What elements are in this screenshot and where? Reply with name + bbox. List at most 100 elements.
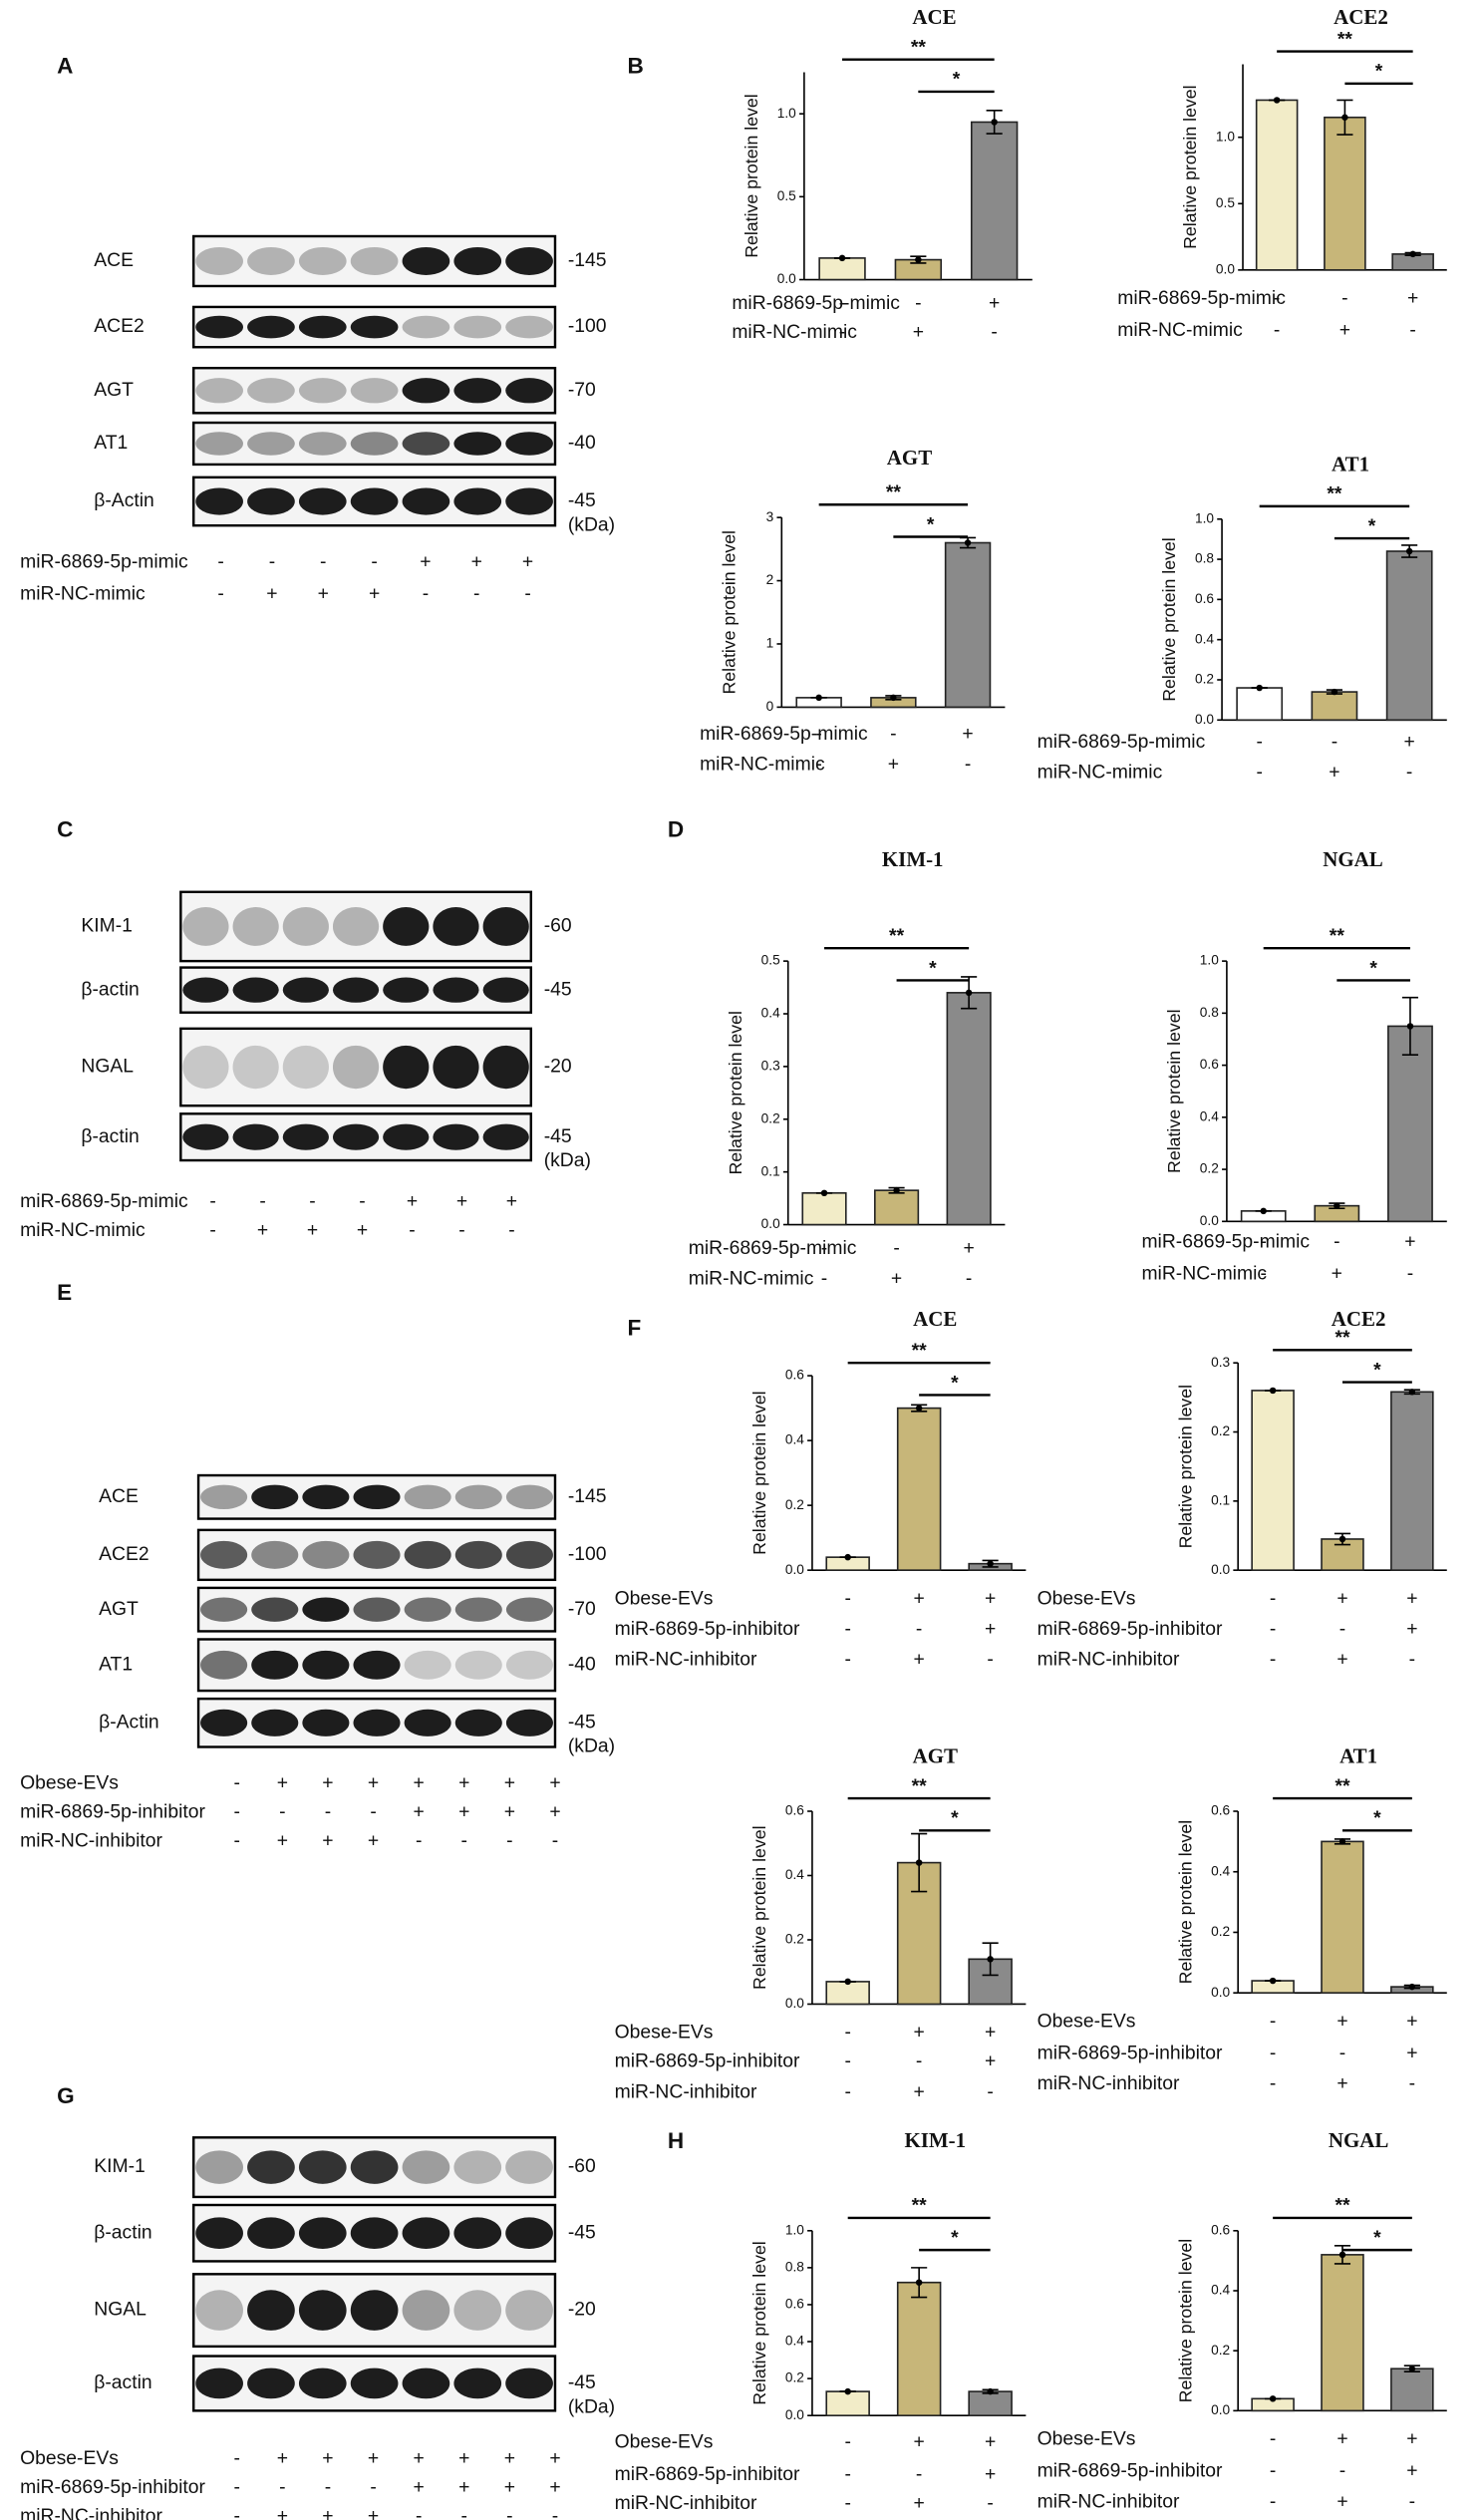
significance-label: * [1373,1807,1381,1829]
blot-label: ACE2 [99,1543,149,1565]
chart-title: AGT [887,446,932,470]
chart-title: AGT [913,1744,958,1768]
band [302,1597,350,1622]
condition-sign: - [1270,2427,1276,2449]
condition-sign: - [552,1830,558,1852]
band [383,1123,430,1150]
band [505,246,553,275]
condition-label: Obese-EVs [615,1587,714,1609]
blot-label: ACE2 [94,315,145,337]
y-tick-label: 0.1 [1211,1492,1230,1507]
band [195,2217,243,2250]
condition-sign: - [1270,1649,1276,1671]
significance-label: * [951,1807,959,1829]
band [182,1045,229,1090]
band [482,907,529,946]
mean-dot [820,1189,828,1197]
blot-label: ACE [99,1485,139,1507]
y-tick-label: 0.2 [761,1110,780,1125]
condition-sign: - [506,1830,512,1852]
chart-title: ACE [912,5,956,29]
condition-sign: - [524,583,530,605]
y-tick-label: 0.2 [785,2370,804,2385]
condition-sign: - [815,723,821,745]
condition-sign: + [277,2447,288,2469]
condition-label: miR-NC-inhibitor [1038,2072,1180,2094]
y-tick-label: 0.0 [761,1216,780,1231]
band [453,2150,502,2184]
condition-label: miR-NC-mimic [1117,319,1243,341]
y-tick-label: 0.1 [761,1163,780,1178]
blot-label: NGAL [81,1056,134,1078]
condition-label: miR-6869-5p-inhibitor [615,1618,800,1640]
condition-sign: + [985,2050,996,2072]
band [404,1650,451,1680]
y-tick-label: 0.4 [1211,1863,1230,1878]
chart-title: KIM-1 [904,2128,966,2152]
blot-label: β-actin [94,2221,151,2243]
band [402,246,450,275]
band [505,378,553,404]
condition-label: miR-NC-inhibitor [1038,2490,1180,2512]
band [195,487,243,515]
condition-sign: + [368,2505,379,2520]
band [302,1484,350,1509]
condition-sign: + [985,2022,996,2044]
y-tick-label: 0.2 [1211,1423,1230,1438]
condition-sign: + [985,1618,996,1640]
y-axis-label: Relative protein level [749,1391,769,1554]
condition-sign: + [1336,2427,1347,2449]
y-tick-label: 0.2 [1211,2343,1230,2358]
band [247,2150,295,2184]
significance-label: ** [1335,1327,1350,1349]
condition-sign: + [962,723,973,745]
condition-sign: + [368,1830,379,1852]
condition-sign: - [458,1219,464,1241]
band [453,315,502,339]
kda-label: -60 [544,915,572,937]
condition-sign: + [888,754,899,776]
bar [1321,1840,1364,1994]
mean-dot [915,1405,923,1412]
band [383,977,430,1003]
significance-label: * [927,513,935,535]
condition-sign: + [913,321,924,343]
chart-title: AT1 [1339,1744,1377,1768]
band [232,1045,279,1090]
condition-sign: - [815,754,821,776]
significance-label: * [929,957,937,979]
band [402,378,450,404]
condition-sign: + [1406,2043,1417,2064]
condition-sign: - [1270,2490,1276,2512]
blot-label: β-Actin [94,489,154,511]
band [453,432,502,456]
band [200,1709,248,1736]
condition-sign: - [844,1587,850,1609]
condition-label: miR-NC-inhibitor [615,1649,757,1671]
mean-dot [1405,547,1413,555]
condition-sign: - [1409,2490,1415,2512]
band [247,2217,295,2250]
mean-dot [890,694,897,702]
band [402,315,450,339]
condition-sign: + [420,550,431,572]
y-tick-label: 0.0 [1211,2402,1230,2417]
band [251,1484,299,1509]
condition-sign: - [234,1830,240,1852]
kda-label: -20 [568,2299,596,2321]
condition-label: miR-6869-5p-mimic [20,1190,188,1212]
y-tick-label: 3 [766,509,774,524]
mean-dot [838,254,846,262]
condition-label: miR-6869-5p-inhibitor [615,2463,800,2485]
kda-label: -45 [544,1125,572,1147]
y-axis-label: Relative protein level [749,1825,769,1989]
mean-dot [1334,1202,1340,1209]
band [247,432,295,456]
condition-sign: - [821,1267,827,1289]
y-tick-label: 2 [766,572,774,587]
significance-label: ** [886,481,902,503]
band [332,907,380,946]
bar [946,992,992,1226]
condition-sign: + [1329,762,1339,784]
mean-dot [1269,1977,1277,1985]
